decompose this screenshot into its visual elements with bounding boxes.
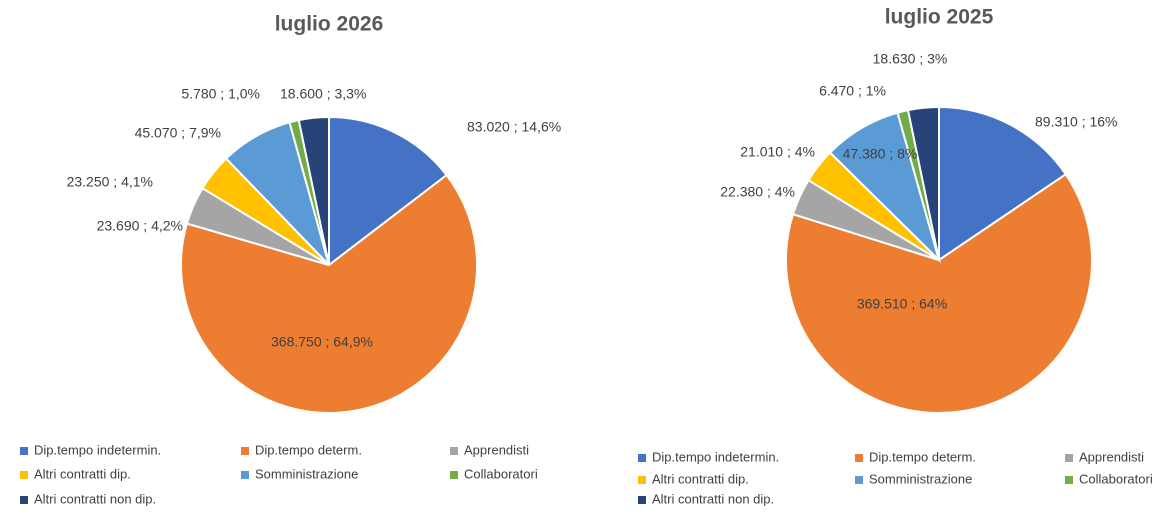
legend-swatch [1065, 454, 1073, 462]
legend-swatch [450, 471, 458, 479]
legend-swatch [638, 496, 646, 504]
legend-label: Somministrazione [255, 466, 358, 481]
legend-label: Collaboratori [1079, 471, 1153, 486]
data-label: 369.510 ; 64% [857, 296, 947, 312]
legend-label: Dip.tempo determ. [255, 442, 362, 457]
data-label: 18.630 ; 3% [873, 51, 948, 67]
pie-slice [180, 173, 478, 414]
data-label: 23.690 ; 4,2% [97, 218, 183, 234]
legend-label: Collaboratori [464, 466, 538, 481]
legend-swatch [241, 447, 249, 455]
legend-label: Altri contratti non dip. [652, 491, 774, 506]
legend-label: Dip.tempo determ. [869, 449, 976, 464]
legend-label: Apprendisti [1079, 449, 1144, 464]
legend-label: Altri contratti dip. [34, 466, 131, 481]
pie-slice [328, 115, 448, 268]
legend-swatch [1065, 476, 1073, 484]
legend-swatch [638, 454, 646, 462]
legend-swatch [241, 471, 249, 479]
data-label: 368.750 ; 64,9% [271, 334, 373, 350]
legend-label: Apprendisti [464, 442, 529, 457]
data-label: 22.380 ; 4% [720, 184, 795, 200]
legend-label: Dip.tempo indetermin. [652, 449, 779, 464]
pie-slice [297, 115, 330, 266]
pie-slice [938, 105, 1068, 262]
data-label: 47.380 ; 8% [843, 146, 918, 162]
pie-slice [785, 172, 1093, 414]
legend-swatch [855, 454, 863, 462]
data-label: 83.020 ; 14,6% [467, 119, 561, 135]
legend-swatch [450, 447, 458, 455]
chart-title: luglio 2026 [275, 13, 384, 36]
data-label: 18.600 ; 3,3% [280, 86, 366, 102]
legend-label: Dip.tempo indetermin. [34, 442, 161, 457]
chart-title: luglio 2025 [885, 6, 994, 29]
legend-swatch [20, 471, 28, 479]
data-label: 6.470 ; 1% [819, 83, 886, 99]
legend-label: Somministrazione [869, 471, 972, 486]
data-label: 89.310 ; 16% [1035, 114, 1118, 130]
pie-slice [906, 105, 940, 261]
data-label: 45.070 ; 7,9% [135, 125, 221, 141]
legend-swatch [20, 496, 28, 504]
data-label: 5.780 ; 1,0% [181, 86, 260, 102]
data-label: 21.010 ; 4% [740, 144, 815, 160]
data-label: 23.250 ; 4,1% [67, 174, 153, 190]
legend-swatch [638, 476, 646, 484]
legend-swatch [20, 447, 28, 455]
legend-label: Altri contratti non dip. [34, 491, 156, 506]
legend-label: Altri contratti dip. [652, 471, 749, 486]
legend-swatch [855, 476, 863, 484]
